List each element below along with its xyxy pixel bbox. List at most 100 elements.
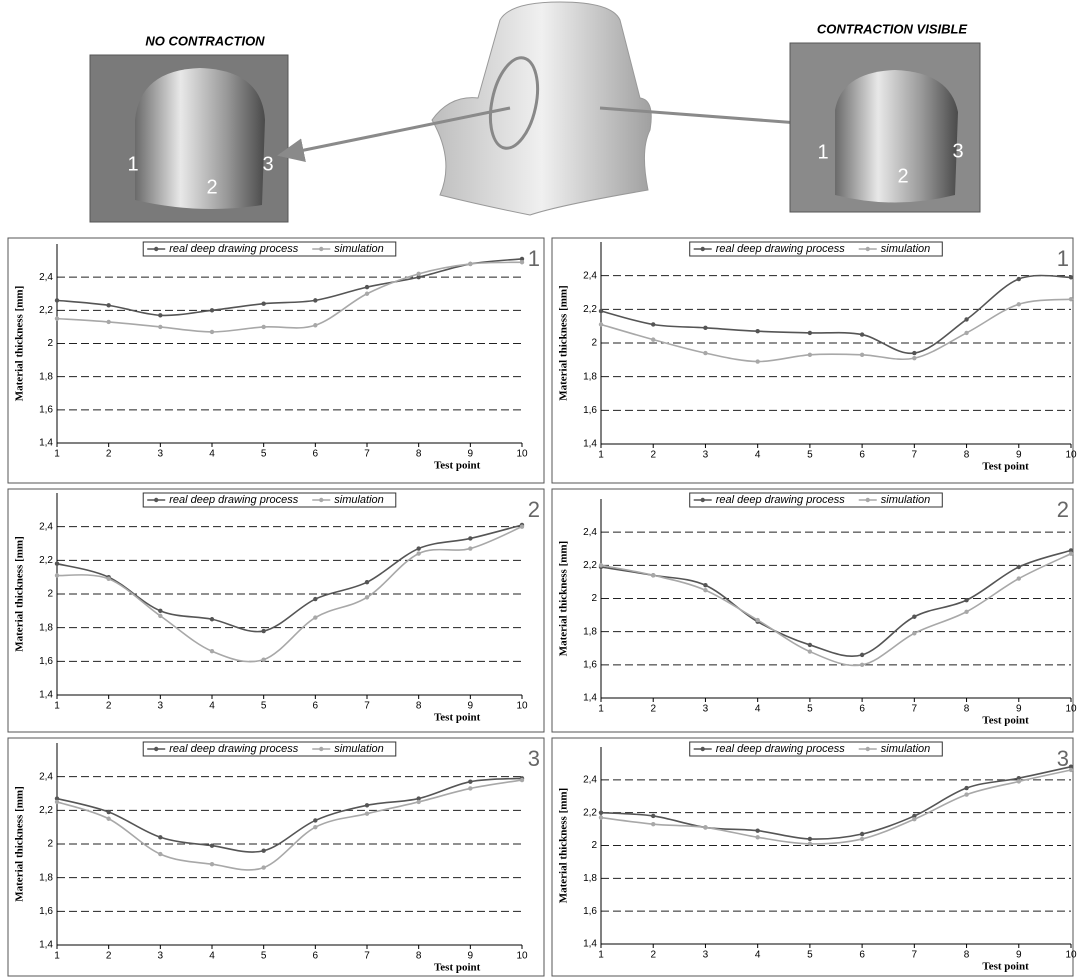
x-tick-label: 2	[650, 704, 656, 715]
x-tick-label: 1	[54, 951, 60, 962]
x-tick-label: 5	[807, 450, 813, 461]
x-tick-label: 10	[1065, 450, 1077, 461]
point	[416, 796, 421, 801]
point	[209, 308, 215, 313]
point	[106, 809, 111, 815]
point	[416, 271, 421, 277]
y-tick-label: 1,4	[583, 693, 597, 704]
legend-label: real deep drawing process	[169, 743, 299, 755]
chart-panel: 1,4 1,6 1,8 2 2,2 2,4 1 2 3 4 5 6 7 8 9 10 Test point Mat…	[551, 488, 1077, 733]
point	[106, 816, 111, 821]
point	[859, 652, 865, 658]
point	[964, 785, 969, 791]
legend: real deep drawing process simulation	[142, 241, 397, 257]
x-tick-label: 9	[1016, 950, 1022, 961]
series-line	[56, 777, 523, 853]
y-tick-label: 2,2	[39, 555, 53, 566]
legend-dot	[700, 746, 705, 752]
legend-label: real deep drawing process	[169, 243, 299, 255]
point	[54, 316, 60, 321]
point	[54, 573, 60, 578]
point	[807, 330, 813, 336]
x-tick-label: 5	[261, 701, 267, 712]
point	[209, 649, 215, 654]
legend-dot	[154, 246, 159, 252]
y-tick-label: 1,4	[39, 690, 53, 701]
legend-label: simulation	[881, 494, 931, 506]
y-axis-label: Material thickness [mm]	[14, 786, 26, 901]
x-tick-label: 7	[912, 704, 918, 715]
y-tick-label: 1,6	[39, 404, 53, 415]
legend-frame	[689, 241, 943, 257]
x-tick-label: 1	[598, 450, 604, 461]
point	[416, 799, 421, 805]
x-tick-label: 8	[416, 701, 422, 712]
dome	[135, 68, 265, 209]
x-tick-label: 10	[516, 701, 528, 712]
panel-number: 1	[1057, 246, 1069, 271]
point	[158, 851, 163, 857]
point	[912, 614, 917, 619]
y-tick-label: 2,2	[39, 805, 53, 816]
point	[519, 260, 525, 265]
legend-frame	[142, 741, 397, 757]
x-tick-label: 4	[755, 450, 761, 461]
panel-number: 1	[528, 246, 540, 271]
y-tick-label: 2,2	[583, 560, 597, 571]
point	[209, 843, 215, 848]
point	[519, 777, 525, 783]
x-tick-label: 5	[807, 704, 813, 715]
photo-right: CONTRACTION VISIBLE 1 2 3	[789, 21, 981, 213]
y-tick-label: 1,4	[583, 439, 597, 450]
y-tick-label: 2	[591, 840, 597, 851]
point	[1068, 275, 1074, 280]
point	[1068, 297, 1074, 302]
point	[106, 303, 111, 308]
x-tick-label: 7	[364, 951, 370, 962]
point	[755, 359, 760, 364]
x-axis-label: Test point	[434, 460, 481, 472]
point	[859, 352, 865, 357]
point	[261, 324, 266, 330]
y-tick-label: 1,6	[39, 656, 53, 667]
photo-label: 1	[127, 153, 138, 175]
point	[964, 597, 969, 603]
point	[703, 825, 708, 830]
x-axis-label: Test point	[434, 962, 481, 974]
point	[807, 649, 813, 654]
panel-frame	[551, 488, 1074, 733]
point	[364, 595, 370, 600]
point	[468, 779, 473, 784]
point	[912, 817, 917, 822]
point	[1016, 564, 1021, 570]
y-tick-label: 1,4	[583, 939, 597, 950]
panel-number: 3	[528, 746, 540, 771]
legend-label: real deep drawing process	[716, 243, 846, 255]
point	[807, 836, 813, 842]
point	[54, 796, 60, 801]
x-tick-label: 4	[755, 704, 761, 715]
point	[1068, 548, 1074, 553]
legend-dot	[865, 246, 870, 252]
y-axis-label: Material thickness [mm]	[558, 285, 570, 400]
x-tick-label: 5	[261, 449, 267, 460]
y-tick-label: 2,2	[583, 304, 597, 315]
point	[468, 261, 473, 267]
point	[313, 596, 318, 602]
part-shape	[431, 1, 652, 216]
legend-label: simulation	[881, 243, 931, 255]
x-axis-label: Test point	[982, 715, 1029, 727]
point	[261, 628, 266, 634]
y-tick-label: 1,4	[39, 940, 53, 951]
x-tick-label: 3	[703, 450, 709, 461]
point	[519, 524, 525, 529]
x-tick-label: 8	[416, 951, 422, 962]
x-tick-label: 2	[106, 701, 112, 712]
point	[859, 836, 865, 842]
panel-frame	[7, 488, 545, 733]
x-tick-label: 10	[1065, 704, 1077, 715]
point	[106, 319, 111, 325]
point	[209, 329, 215, 335]
x-tick-label: 4	[755, 950, 761, 961]
x-tick-label: 1	[598, 950, 604, 961]
